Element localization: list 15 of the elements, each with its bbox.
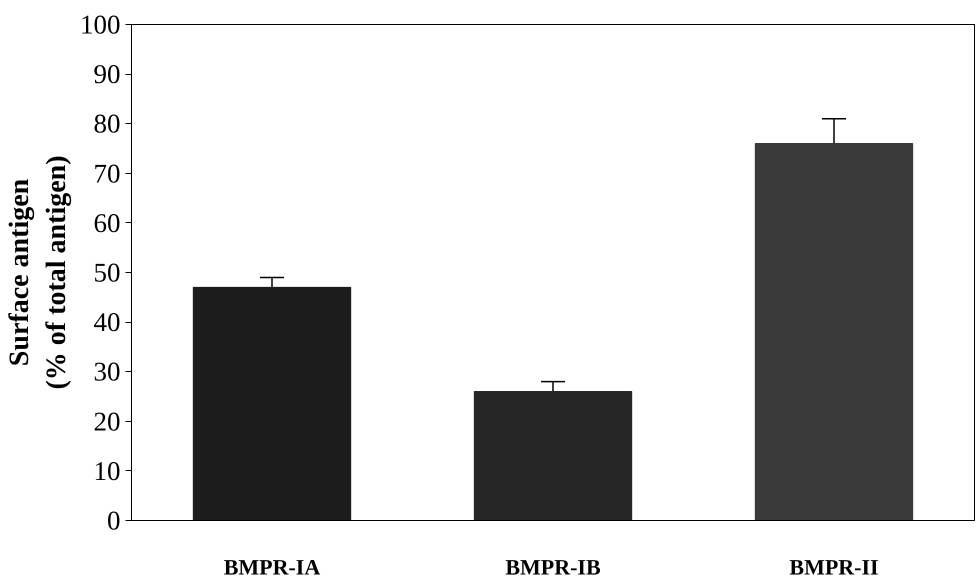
y-tick-label: 50	[94, 258, 120, 288]
y-tick-label: 100	[80, 10, 120, 40]
x-tick-label: BMPR-IA	[224, 554, 320, 580]
y-tick-label: 10	[94, 456, 120, 486]
y-tick-label: 70	[94, 158, 120, 188]
x-tick-label: BMPR-II	[789, 554, 879, 580]
x-tick-label: BMPR-IB	[505, 554, 601, 580]
y-tick-label: 0	[107, 506, 120, 536]
y-tick-label: 20	[94, 406, 120, 436]
y-tick-label: 80	[94, 108, 120, 139]
y-tick-label: 30	[94, 356, 120, 387]
y-axis-title: Surface antigen (% of total antigen)	[4, 155, 72, 390]
y-tick-label: 40	[94, 307, 120, 338]
y-tick-label: 60	[94, 208, 120, 238]
y-tick-label: 90	[94, 59, 120, 90]
